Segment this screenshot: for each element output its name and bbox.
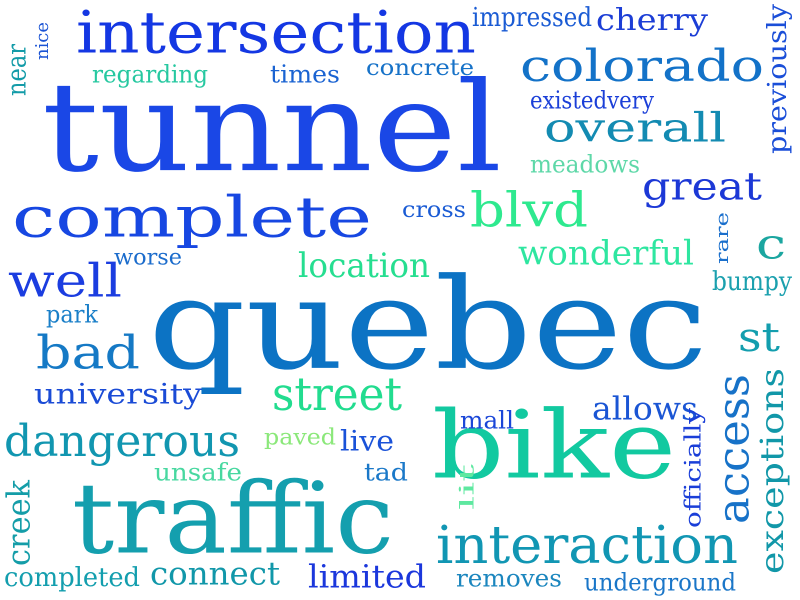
word-paved: paved bbox=[264, 423, 336, 451]
word-great: great bbox=[642, 164, 762, 209]
word-regarding: regarding bbox=[92, 59, 208, 89]
word-worse: worse bbox=[114, 243, 182, 271]
word-intersection: intersection bbox=[76, 0, 476, 67]
word-bad: bad bbox=[36, 326, 140, 380]
word-lit: lit bbox=[455, 464, 480, 510]
word-nice: nice bbox=[32, 22, 53, 60]
word-blvd: blvd bbox=[470, 181, 588, 239]
word-times: times bbox=[270, 59, 340, 89]
word-c: c bbox=[756, 220, 786, 270]
word-tad: tad bbox=[364, 457, 408, 487]
word-previously: previously bbox=[763, 3, 794, 154]
word-park: park bbox=[46, 301, 98, 330]
word-dangerous: dangerous bbox=[4, 416, 240, 467]
word-cherry: cherry bbox=[596, 3, 708, 39]
word-street: street bbox=[272, 368, 402, 422]
word-colorado: colorado bbox=[520, 40, 764, 92]
word-meadows: meadows bbox=[530, 149, 640, 179]
word-location: location bbox=[298, 246, 430, 287]
word-exceptions: exceptions bbox=[753, 368, 791, 574]
word-live: live bbox=[340, 425, 394, 459]
word-tunnel: tunnel bbox=[42, 56, 502, 200]
word-unsafe: unsafe bbox=[154, 457, 242, 487]
word-removes: removes bbox=[456, 563, 562, 593]
word-university: university bbox=[34, 377, 202, 411]
word-mall: mall bbox=[460, 405, 514, 435]
word-well: well bbox=[8, 254, 123, 308]
word-overall: overall bbox=[544, 104, 726, 151]
word-cross: cross bbox=[402, 197, 466, 224]
word-underground: underground bbox=[584, 567, 736, 597]
word-interaction: interaction bbox=[436, 516, 738, 576]
word-rare: rare bbox=[712, 212, 733, 264]
word-officially: officially bbox=[679, 408, 707, 528]
word-existedvery: existedvery bbox=[530, 85, 654, 115]
word-allows: allows bbox=[592, 390, 698, 429]
word-concrete: concrete bbox=[366, 55, 474, 82]
word-st: st bbox=[738, 315, 780, 361]
word-creek: creek bbox=[0, 480, 39, 566]
word-traffic: traffic bbox=[72, 462, 394, 576]
word-access: access bbox=[708, 374, 760, 524]
word-wonderful: wonderful bbox=[518, 232, 694, 274]
word-bike: bike bbox=[432, 390, 676, 500]
word-complete: complete bbox=[12, 184, 372, 251]
word-near: near bbox=[1, 44, 33, 96]
word-completed: completed bbox=[4, 561, 140, 593]
word-quebec: quebec bbox=[148, 251, 708, 399]
word-connect: connect bbox=[150, 554, 280, 593]
word-limited: limited bbox=[308, 558, 426, 597]
word-impressed: impressed bbox=[472, 1, 592, 33]
word-bumpy: bumpy bbox=[712, 265, 792, 297]
